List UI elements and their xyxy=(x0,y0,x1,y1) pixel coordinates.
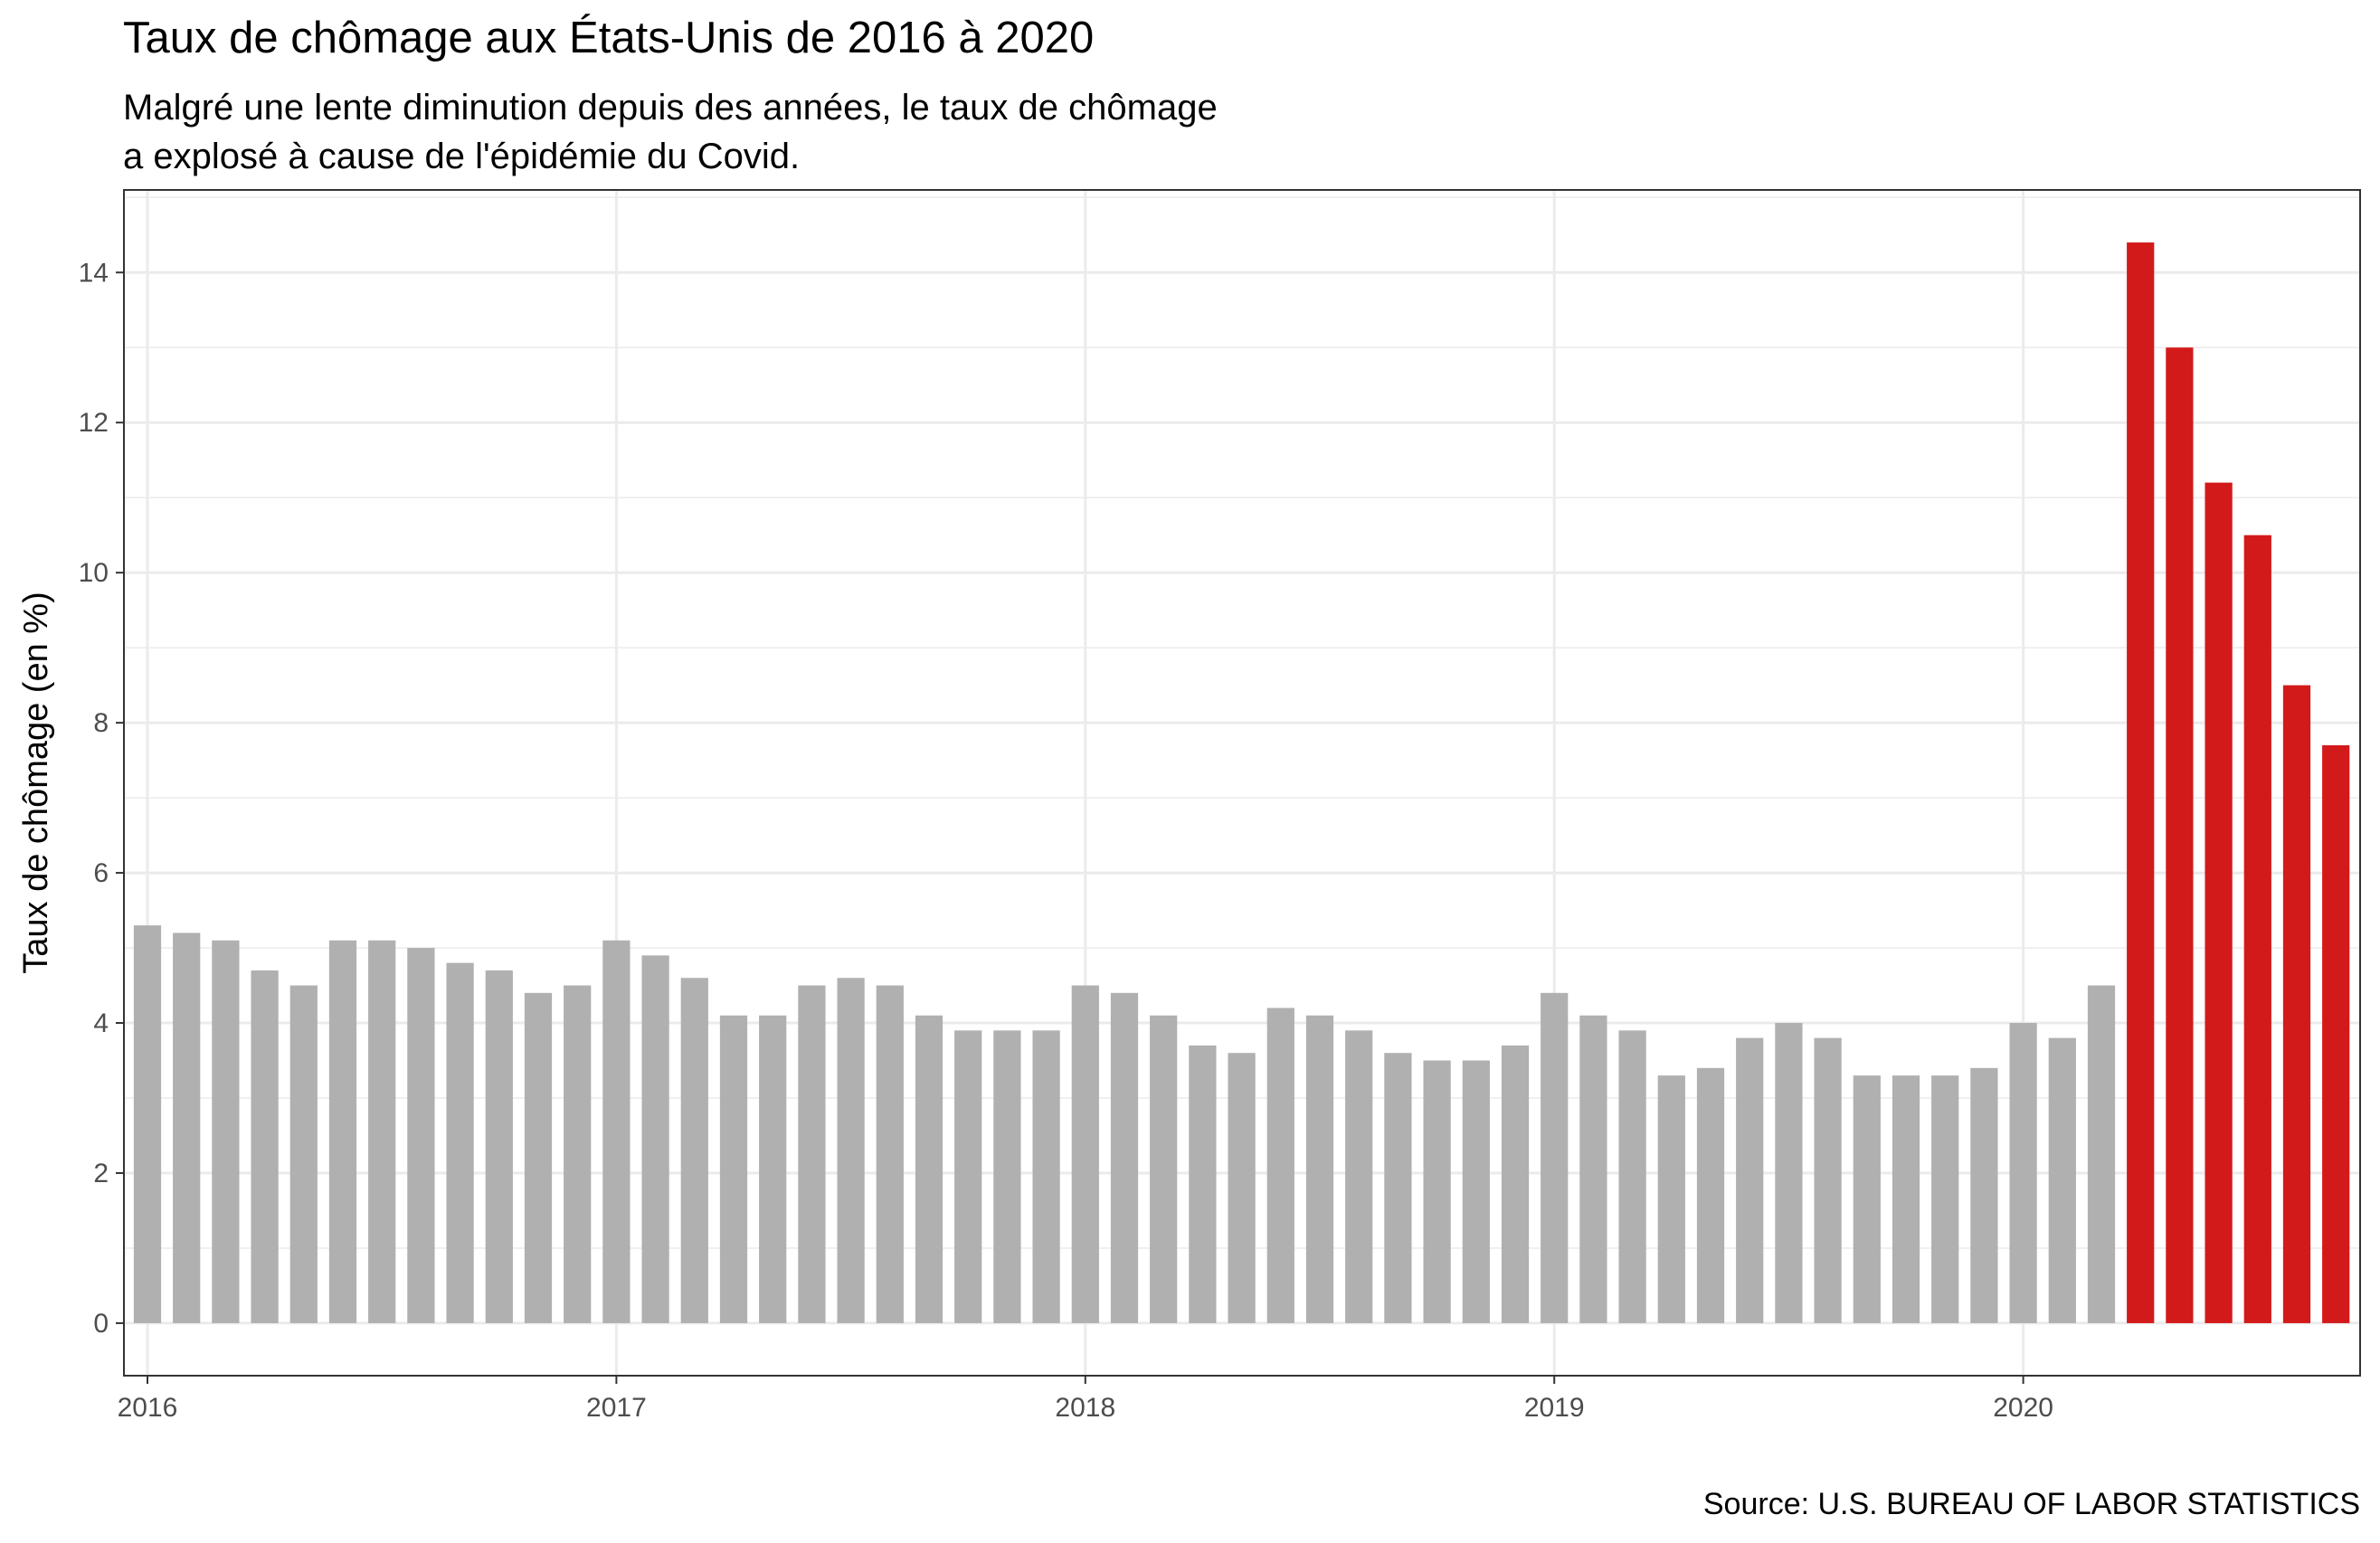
bar-2020-03 xyxy=(2087,985,2116,1323)
bar-2017-06 xyxy=(798,985,826,1323)
y-tick-label: 4 xyxy=(93,1008,109,1038)
bar-2016-12 xyxy=(564,985,592,1323)
bar-2017-02 xyxy=(641,955,669,1323)
y-tick-label: 12 xyxy=(79,408,109,438)
bar-2020-05 xyxy=(2166,347,2194,1323)
chart-title: Taux de chômage aux États-Unis de 2016 à… xyxy=(123,14,1095,62)
bar-2018-08 xyxy=(1345,1030,1373,1323)
bar-2016-03 xyxy=(212,940,240,1323)
y-tick-label: 0 xyxy=(93,1309,109,1339)
bar-2018-04 xyxy=(1189,1045,1217,1323)
bar-2018-12 xyxy=(1501,1045,1530,1323)
y-axis: 0 2 4 6 8 10 12 14 xyxy=(79,258,124,1339)
bar-2019-08 xyxy=(1814,1037,1842,1323)
x-tick-label: 2016 xyxy=(118,1393,178,1423)
subtitle-line-2: a explosé à cause de l'épidémie du Covid… xyxy=(123,137,801,176)
bar-2020-09 xyxy=(2322,745,2350,1323)
bar-2017-07 xyxy=(837,978,865,1323)
bar-2019-01 xyxy=(1541,992,1569,1323)
bar-2018-02 xyxy=(1110,992,1139,1323)
bar-2017-10 xyxy=(954,1030,982,1323)
bar-2019-09 xyxy=(1853,1075,1881,1323)
bar-2017-11 xyxy=(993,1030,1021,1323)
bar-2020-08 xyxy=(2282,685,2311,1323)
y-axis-label: Taux de chômage (en %) xyxy=(17,592,55,973)
y-tick-label: 2 xyxy=(93,1159,109,1188)
x-tick-label: 2020 xyxy=(1993,1393,2053,1423)
bar-2020-01 xyxy=(2009,1023,2037,1323)
bar-2018-10 xyxy=(1423,1060,1451,1323)
y-tick-label: 10 xyxy=(79,558,109,588)
bar-2020-04 xyxy=(2127,242,2155,1323)
bar-2017-05 xyxy=(759,1015,787,1323)
bar-2016-06 xyxy=(328,940,357,1323)
y-tick-label: 8 xyxy=(93,708,109,738)
bar-2019-05 xyxy=(1696,1067,1725,1323)
bar-2016-02 xyxy=(173,932,201,1323)
x-tick-label: 2019 xyxy=(1524,1393,1585,1423)
bar-2018-03 xyxy=(1150,1015,1178,1323)
bar-2018-05 xyxy=(1228,1053,1256,1323)
bar-2017-09 xyxy=(915,1015,943,1323)
x-axis: 2016 2017 2018 2019 2020 xyxy=(118,1376,2053,1423)
bar-2016-10 xyxy=(485,970,513,1323)
source-caption: Source: U.S. BUREAU OF LABOR STATISTICS xyxy=(1702,1487,2360,1521)
bar-2019-11 xyxy=(1931,1075,1959,1323)
bar-2016-05 xyxy=(289,985,318,1323)
y-tick-label: 14 xyxy=(79,258,109,288)
y-tick-label: 6 xyxy=(93,858,109,888)
bar-2018-01 xyxy=(1071,985,1099,1323)
bar-2016-07 xyxy=(368,940,396,1323)
bar-2020-07 xyxy=(2243,535,2271,1323)
bar-2019-03 xyxy=(1618,1030,1646,1323)
bar-2017-04 xyxy=(719,1015,748,1323)
chart-subtitle: Malgré une lente diminution depuis des a… xyxy=(123,83,1570,181)
bar-2019-06 xyxy=(1736,1037,1764,1323)
bar-2019-07 xyxy=(1775,1023,1803,1323)
bar-2016-09 xyxy=(446,962,474,1323)
bar-2019-02 xyxy=(1579,1015,1607,1323)
bar-2017-03 xyxy=(680,978,708,1323)
bar-2017-08 xyxy=(876,985,904,1323)
bar-2020-06 xyxy=(2205,482,2233,1323)
bars xyxy=(133,242,2350,1323)
bar-2019-12 xyxy=(1970,1067,1998,1323)
bar-2018-06 xyxy=(1266,1008,1294,1323)
subtitle-line-1: Malgré une lente diminution depuis des a… xyxy=(123,88,1218,128)
bar-2017-01 xyxy=(602,940,631,1323)
x-tick-label: 2017 xyxy=(586,1393,647,1423)
bar-2016-08 xyxy=(407,948,435,1323)
bar-2019-04 xyxy=(1657,1075,1685,1323)
bar-2016-01 xyxy=(133,925,162,1323)
bar-2018-07 xyxy=(1305,1015,1334,1323)
bar-2016-11 xyxy=(524,992,553,1323)
x-tick-label: 2018 xyxy=(1055,1393,1115,1423)
bar-2020-02 xyxy=(2048,1037,2076,1323)
bar-2017-12 xyxy=(1032,1030,1060,1323)
bar-2019-10 xyxy=(1892,1075,1920,1323)
bar-2018-09 xyxy=(1384,1053,1412,1323)
bar-2018-11 xyxy=(1462,1060,1490,1323)
panel-border xyxy=(123,189,2361,1377)
bar-2016-04 xyxy=(251,970,279,1323)
